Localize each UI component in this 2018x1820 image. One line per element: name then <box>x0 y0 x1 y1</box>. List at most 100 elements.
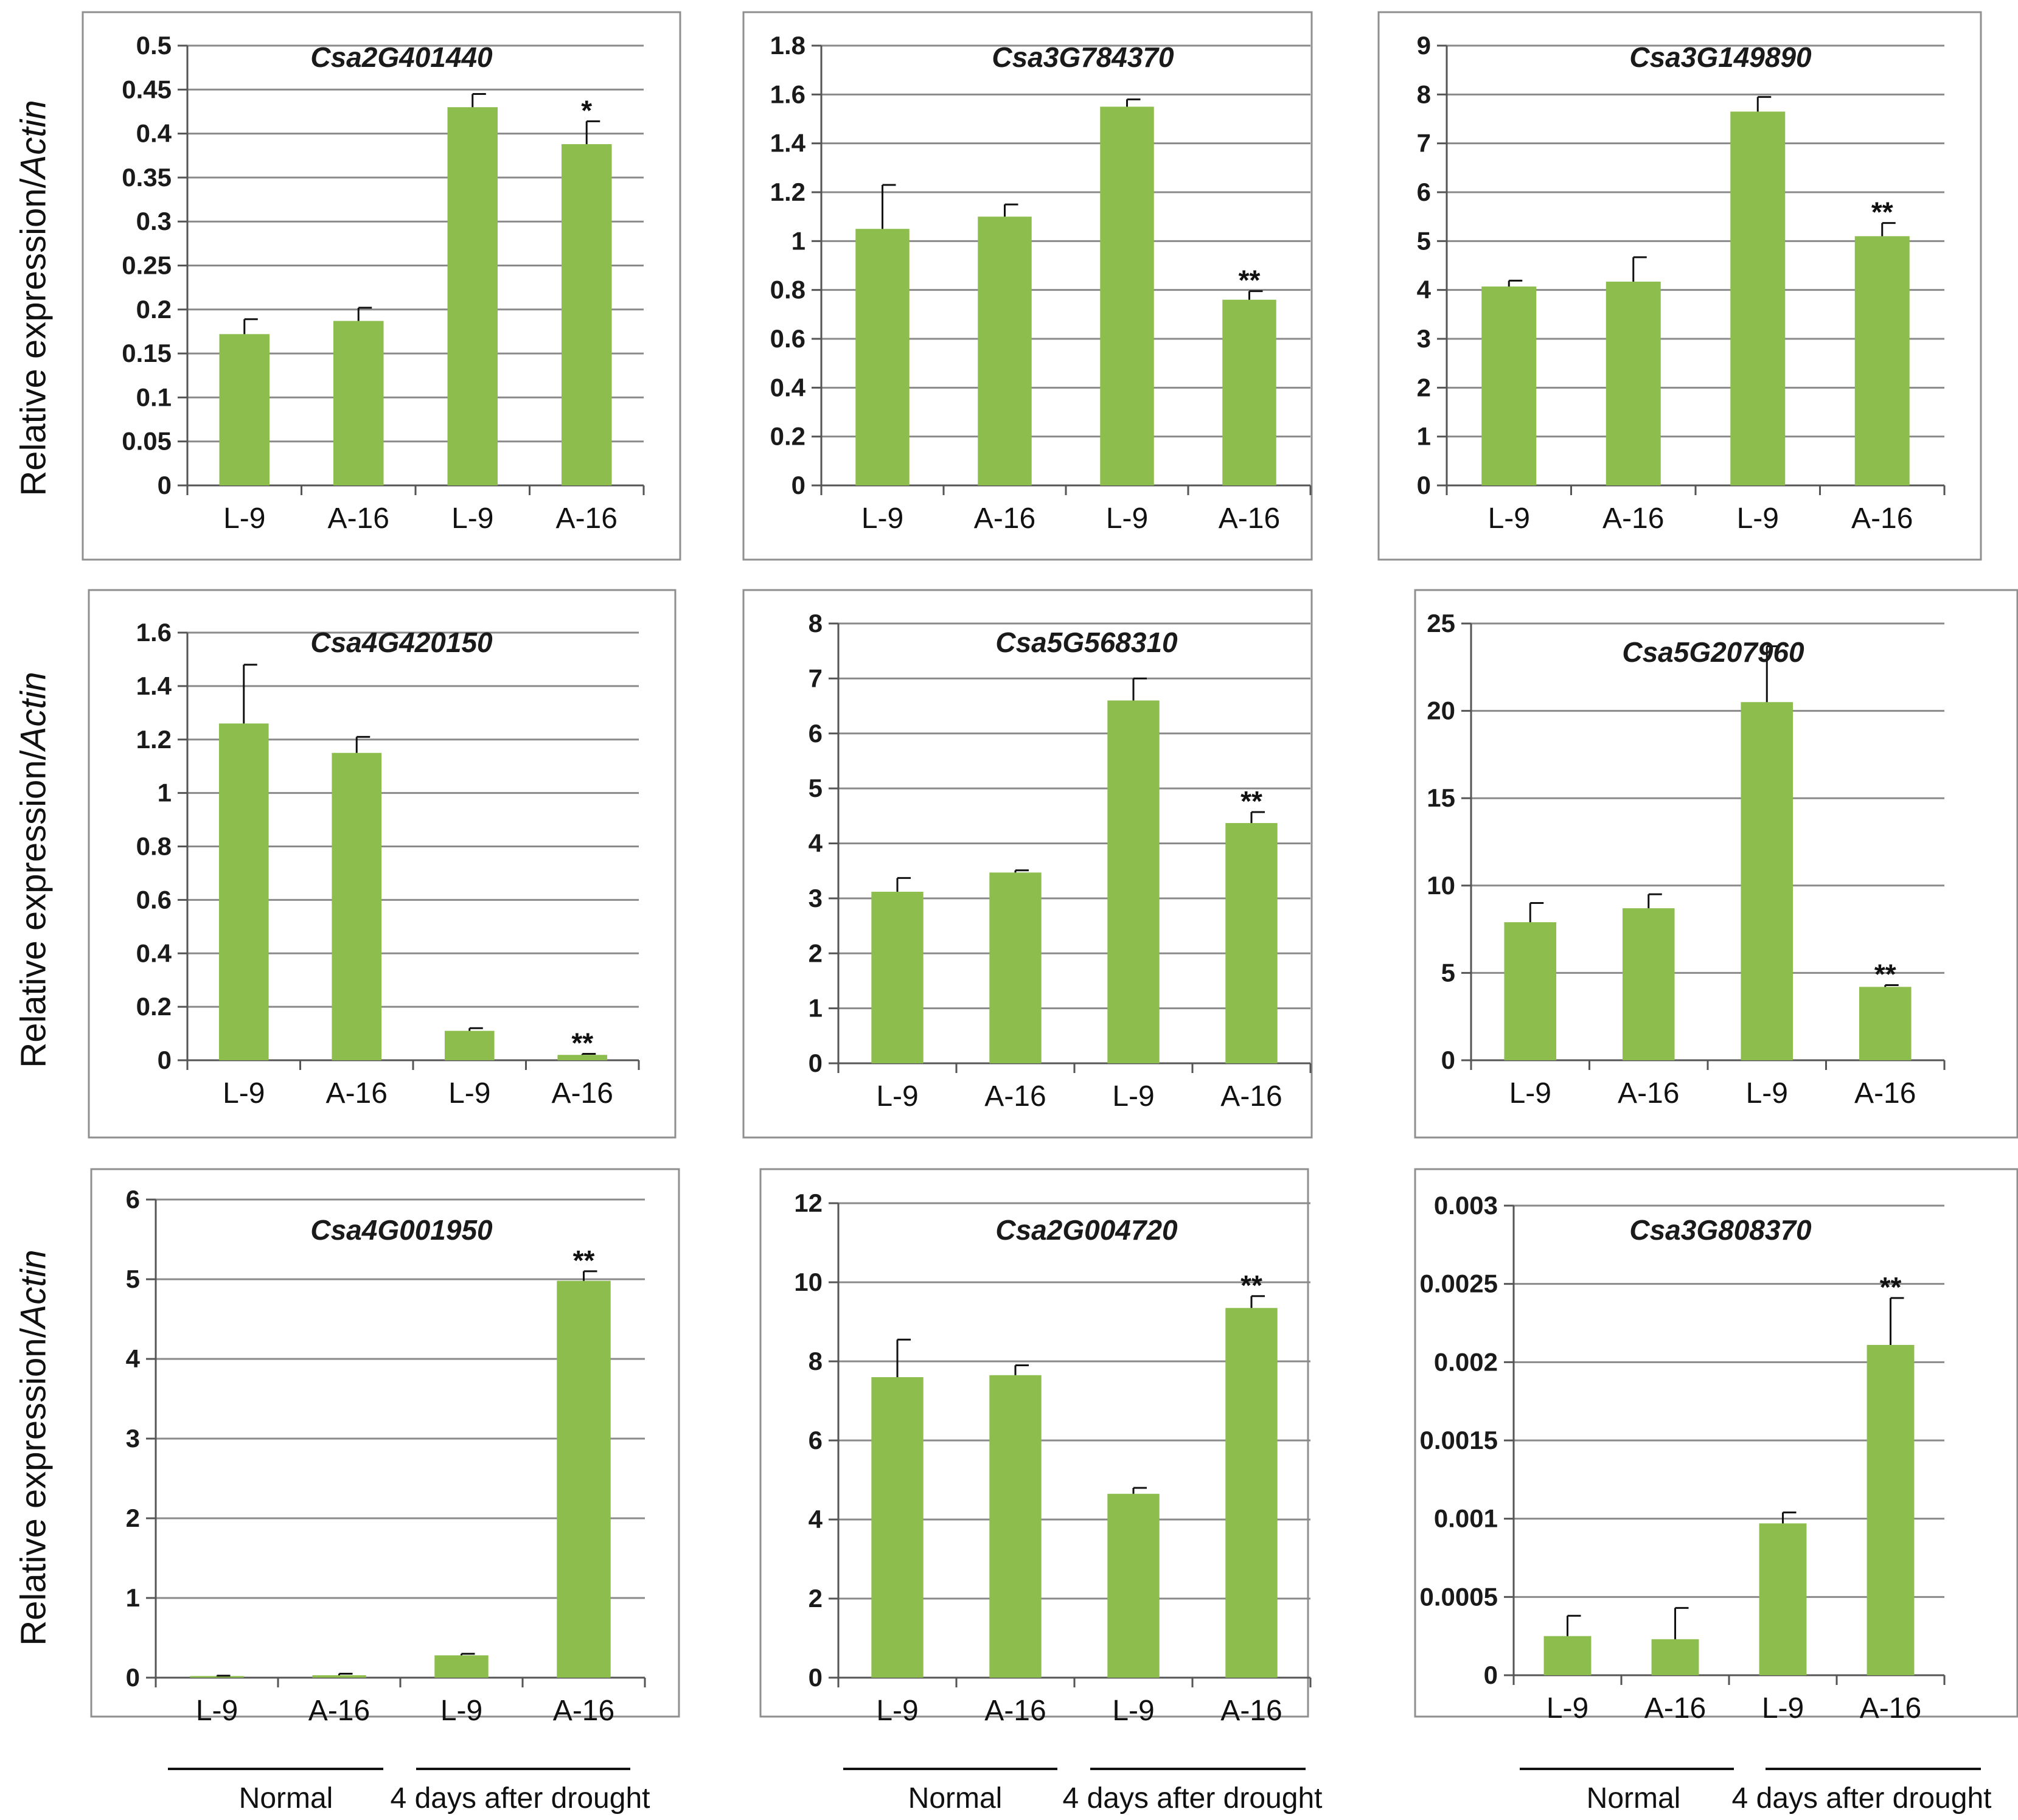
bar <box>219 334 270 485</box>
x-category-label: A-16 <box>1860 1692 1921 1724</box>
x-category-label: A-16 <box>1618 1077 1679 1110</box>
significance-label: ** <box>571 1027 593 1058</box>
chart-title: Csa2G004720 <box>995 1214 1178 1246</box>
x-category-label: A-16 <box>1220 1695 1282 1727</box>
y-tick-label: 0 <box>792 471 805 499</box>
bar <box>989 1375 1042 1678</box>
chart-panel-4: 0 0.2 0.4 0.6 0.8 1 1.2 1.4 1.6 L-9 A-16 L-9 ** A-16 C… <box>88 589 677 1139</box>
bar <box>1100 106 1154 485</box>
chart-panel-7: 0 1 2 3 4 5 6 L-9 A-16 L-9 ** A-16 Csa4G001950 <box>90 1168 680 1727</box>
significance-label: * <box>581 94 592 126</box>
bar <box>1481 287 1537 485</box>
y-tick-label: 25 <box>1427 609 1455 637</box>
x-category-label: A-16 <box>1602 502 1664 535</box>
bar <box>557 1280 611 1678</box>
y-tick-label: 1.4 <box>136 672 172 700</box>
x-category-label: A-16 <box>984 1080 1046 1113</box>
y-tick-label: 0.2 <box>136 295 172 324</box>
x-category-label: L-9 <box>448 1077 490 1110</box>
x-category-label: L-9 <box>223 502 265 535</box>
y-tick-label: 12 <box>794 1189 823 1217</box>
y-tick-label: 0 <box>1441 1046 1455 1074</box>
x-category-label: L-9 <box>1488 502 1530 535</box>
y-tick-label: 1 <box>158 779 172 807</box>
x-category-label: L-9 <box>1737 502 1779 535</box>
x-category-label: A-16 <box>328 502 389 535</box>
x-category-label: A-16 <box>556 502 618 535</box>
y-tick-label: 0.0015 <box>1420 1426 1498 1454</box>
bar <box>434 1655 489 1678</box>
chart-panel-5: 0 1 2 3 4 5 6 7 8 L-9 A-16 L-9 ** A-16 Csa5G568310 <box>742 589 1313 1139</box>
chart-panel-2: 0 0.2 0.4 0.6 0.8 1 1.2 1.4 1.6 1.8 L-9 A-16 L-9 ** A-… <box>742 11 1313 561</box>
bar <box>1107 1493 1160 1678</box>
bar <box>1759 1523 1807 1675</box>
group-bracket-row-1: Normal 4 days after drought <box>168 1768 650 1815</box>
y-tick-label: 0.4 <box>770 373 806 401</box>
panel-frame <box>1414 1168 2018 1718</box>
y-tick-label: 8 <box>1417 80 1431 108</box>
y-tick-label: 0.2 <box>770 422 805 451</box>
y-tick-label: 0.05 <box>122 427 172 456</box>
x-category-label: A-16 <box>984 1695 1046 1727</box>
bar <box>1867 1345 1915 1675</box>
y-tick-label: 4 <box>1417 276 1432 304</box>
bar <box>1741 702 1794 1060</box>
y-tick-label: 0.6 <box>770 324 805 353</box>
y-tick-label: 3 <box>126 1424 140 1453</box>
bar <box>562 144 612 485</box>
y-tick-label: 6 <box>809 1426 823 1454</box>
significance-label: ** <box>1880 1271 1902 1303</box>
y-tick-label: 5 <box>1441 958 1455 987</box>
y-tick-label: 0 <box>809 1049 823 1077</box>
y-tick-label: 10 <box>794 1268 823 1296</box>
y-tick-label: 0.35 <box>122 163 172 192</box>
y-tick-label: 0 <box>1484 1661 1498 1689</box>
chart-title: Csa2G401440 <box>310 41 493 73</box>
x-category-label: A-16 <box>1219 502 1280 535</box>
y-tick-label: 0.8 <box>770 276 805 304</box>
y-tick-label: 0.0005 <box>1420 1582 1498 1611</box>
y-tick-label: 6 <box>809 719 823 748</box>
x-category-label: A-16 <box>974 502 1035 535</box>
chart-title: Csa4G420150 <box>310 627 493 658</box>
group-bracket-row-3: Normal 4 days after drought <box>1520 1768 1991 1815</box>
chart-title: Csa5G568310 <box>995 627 1178 658</box>
y-tick-label: 7 <box>1417 129 1431 158</box>
chart-title: Csa3G149890 <box>1629 41 1812 73</box>
x-category-label: L-9 <box>1547 1692 1588 1724</box>
chart-panel-1: 0 0.05 0.1 0.15 0.2 0.25 0.3 0.35 0.4 0.45 0.5 L-9 A… <box>82 11 681 561</box>
y-tick-label: 6 <box>126 1185 140 1214</box>
bar <box>978 217 1032 485</box>
bar <box>332 752 382 1060</box>
y-tick-label: 9 <box>1417 31 1431 60</box>
x-category-label: A-16 <box>1854 1077 1916 1110</box>
chart-title: Csa3G784370 <box>992 41 1174 73</box>
bar <box>1651 1639 1699 1675</box>
bar <box>1622 908 1675 1060</box>
bar <box>333 321 384 485</box>
y-tick-label: 0.1 <box>136 383 172 411</box>
y-tick-label: 5 <box>809 774 823 802</box>
bar <box>871 892 924 1063</box>
y-tick-label: 1.4 <box>770 129 806 158</box>
bar <box>1225 1308 1278 1678</box>
x-category-label: L-9 <box>451 502 493 535</box>
x-category-label: L-9 <box>876 1080 918 1113</box>
significance-label: ** <box>1871 196 1893 228</box>
y-tick-label: 0 <box>1417 471 1431 499</box>
bar <box>1730 111 1786 485</box>
x-category-label: L-9 <box>1762 1692 1804 1724</box>
y-tick-label: 5 <box>1417 226 1431 255</box>
y-tick-label: 0.4 <box>136 119 172 148</box>
x-category-label: L-9 <box>1746 1077 1788 1110</box>
bar <box>989 872 1042 1063</box>
bar <box>218 723 269 1060</box>
significance-label: ** <box>1240 785 1262 817</box>
y-tick-label: 1 <box>809 994 823 1023</box>
bar <box>444 1030 495 1060</box>
bar <box>855 229 910 485</box>
significance-label: ** <box>1240 1269 1262 1301</box>
y-tick-label: 8 <box>809 609 823 637</box>
y-tick-label: 0 <box>126 1663 140 1692</box>
